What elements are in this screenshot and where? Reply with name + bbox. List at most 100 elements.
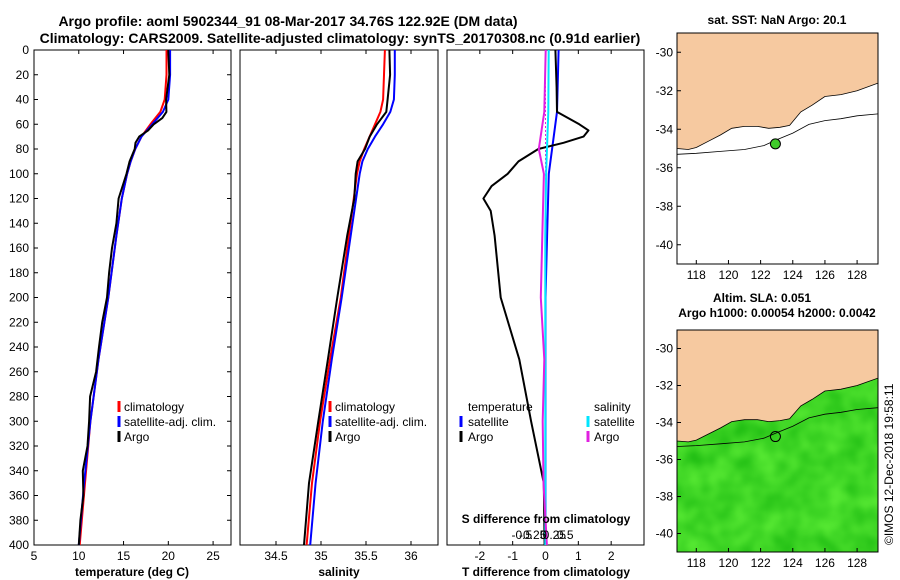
lon-tick-label: 124 <box>783 556 803 570</box>
lon-tick-label: 126 <box>815 556 835 570</box>
sla-map-land <box>676 329 879 443</box>
salinity-legend: climatology satellite-adj. clim. Argo <box>328 400 427 444</box>
difference-series <box>482 49 590 546</box>
lon-tick-label: 128 <box>847 556 867 570</box>
series-line-t-argo <box>482 49 590 546</box>
legend-label-satellite: satellite-adj. clim. <box>335 415 427 429</box>
legend-label-climatology: climatology <box>335 400 395 414</box>
temperature-plot-frame <box>33 49 232 546</box>
legend-label-argo: Argo <box>124 430 150 444</box>
sla-map-subtitle: Argo h1000: 0.00054 h2000: 0.0042 <box>678 306 876 320</box>
legend-label-s-argo: Argo <box>594 430 620 444</box>
sst-map-frame <box>676 32 879 265</box>
sst-map-land <box>676 32 879 150</box>
lat-tick-label: -36 <box>656 161 674 175</box>
difference-legend-salinity: salinity satellite Argo <box>586 400 635 444</box>
depth-tick-label: 400 <box>9 538 29 552</box>
depth-tick-label: 200 <box>9 291 29 305</box>
sla-map-frame <box>676 329 879 553</box>
lat-tick-label: -36 <box>656 453 674 467</box>
sst-map-title: sat. SST: NaN Argo: 20.1 <box>708 13 847 27</box>
series-line-climatology <box>305 49 386 546</box>
depth-tick-label: 340 <box>9 464 29 478</box>
lon-tick-label: 124 <box>783 268 803 282</box>
x-tick-label: 36 <box>404 549 418 563</box>
x-tick-label: 0 <box>542 549 549 563</box>
legend-label-s-satellite: satellite <box>594 415 635 429</box>
lat-tick-label: -38 <box>656 199 674 213</box>
temperature-panel: 0204060801001201401601802002202402602803… <box>9 43 644 579</box>
s-tick-label: 0 <box>540 528 547 542</box>
x-tick-label: 15 <box>117 549 131 563</box>
x-tick-label: 35 <box>314 549 328 563</box>
difference-panel: -2 -1 0 1 2 T difference from climatology S … <box>446 49 645 579</box>
x-tick-label: 20 <box>162 549 176 563</box>
depth-tick-label: 100 <box>9 167 29 181</box>
s-difference-label: S difference from climatology <box>462 512 631 526</box>
depth-tick-label: 280 <box>9 390 29 404</box>
x-tick-label: 10 <box>72 549 86 563</box>
lat-tick-label: -32 <box>656 379 674 393</box>
lat-tick-label: -40 <box>656 527 674 541</box>
depth-tick-label: 0 <box>22 43 29 57</box>
depth-tick-label: 60 <box>16 117 30 131</box>
salinity-x-ticks: 34.5 35 35.5 36 <box>264 50 418 563</box>
lon-tick-label: 122 <box>751 556 771 570</box>
lon-tick-label: 128 <box>847 268 867 282</box>
depth-tick-label: 80 <box>16 142 30 156</box>
lon-tick-label: 120 <box>718 268 738 282</box>
legend-label-satellite: satellite-adj. clim. <box>124 415 216 429</box>
depth-tick-label: 240 <box>9 340 29 354</box>
lat-tick-label: -38 <box>656 490 674 504</box>
salinity-x-label: salinity <box>318 565 360 579</box>
series-line-s-satellite <box>544 49 550 545</box>
salinity-series <box>303 49 396 546</box>
figure-subtitle: Climatology: CARS2009. Satellite-adjuste… <box>40 30 641 46</box>
sla-map: Altim. SLA: 0.051 Argo h1000: 0.00054 h2… <box>656 291 879 570</box>
legend-label-t-satellite: satellite <box>468 415 509 429</box>
lon-tick-label: 118 <box>687 556 706 570</box>
legend-label-argo: Argo <box>335 430 361 444</box>
series-line-s-argo <box>537 49 548 546</box>
s-tick-label: -0.5 <box>512 528 533 542</box>
legend-title-salinity: salinity <box>594 400 631 414</box>
temperature-x-ticks: 5 10 15 20 25 <box>31 50 220 563</box>
temperature-legend: climatology satellite-adj. clim. Argo <box>117 400 216 444</box>
depth-tick-label: 220 <box>9 315 29 329</box>
figure-title: Argo profile: aoml 5902344_91 08-Mar-201… <box>58 13 517 29</box>
temperature-x-label: temperature (deg C) <box>75 565 189 579</box>
s-tick-label: -0.25 <box>519 528 547 542</box>
x-tick-label: -1 <box>507 549 518 563</box>
x-tick-label: -2 <box>474 549 485 563</box>
salinity-panel: 34.5 35 35.5 36 salinity climatology satell… <box>239 49 439 579</box>
depth-tick-label: 380 <box>9 513 29 527</box>
series-line-argo <box>303 49 392 546</box>
temperature-series <box>77 49 172 546</box>
difference-legend-temperature: temperature satellite Argo <box>459 400 533 444</box>
depth-tick-label: 360 <box>9 489 29 503</box>
depth-tick-label: 300 <box>9 414 29 428</box>
imos-watermark: ©IMOS 12-Dec-2018 19:58:11 <box>882 383 896 545</box>
x-tick-label: 34.5 <box>264 549 288 563</box>
x-tick-label: 35.5 <box>354 549 378 563</box>
series-line-argo <box>77 49 171 546</box>
x-tick-label: 1 <box>575 549 582 563</box>
lon-tick-label: 120 <box>718 556 738 570</box>
depth-tick-label: 160 <box>9 241 29 255</box>
legend-label-climatology: climatology <box>124 400 184 414</box>
lat-tick-label: -30 <box>656 342 674 356</box>
sst-map: sat. SST: NaN Argo: 20.1 118 120 122 124 126… <box>656 13 879 282</box>
argo-location-marker <box>769 138 781 150</box>
lat-tick-label: -30 <box>656 45 674 59</box>
depth-tick-label: 140 <box>9 216 29 230</box>
legend-title-temperature: temperature <box>468 400 533 414</box>
sla-map-contour <box>676 407 879 447</box>
legend-label-t-argo: Argo <box>468 430 494 444</box>
depth-tick-label: 180 <box>9 266 29 280</box>
x-tick-label: 5 <box>31 549 38 563</box>
s-tick-label: 0.5 <box>557 528 574 542</box>
lat-tick-label: -40 <box>656 238 674 252</box>
t-difference-x-label: T difference from climatology <box>462 565 630 579</box>
